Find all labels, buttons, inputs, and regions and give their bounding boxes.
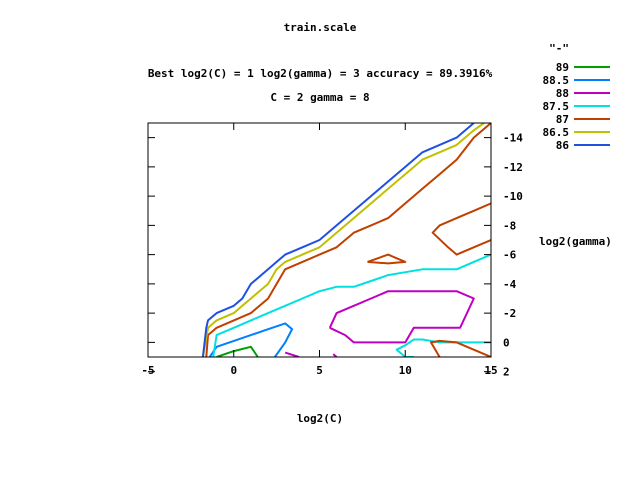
chart-title: train.scale xyxy=(284,21,357,34)
y-tick-label: -2 xyxy=(503,307,516,320)
contour-lines xyxy=(201,123,491,357)
legend-label: 88.5 xyxy=(543,74,570,87)
x-tick-label: 10 xyxy=(399,364,412,377)
chart-subtitle-best: Best log2(C) = 1 log2(gamma) = 3 accurac… xyxy=(148,67,493,80)
legend-label: 87 xyxy=(556,113,569,126)
contour-line-87-5-0 xyxy=(212,253,491,357)
legend-label: 86.5 xyxy=(543,126,570,139)
legend-label: 89 xyxy=(556,61,569,74)
chart-subtitle-params: C = 2 gamma = 8 xyxy=(270,91,369,104)
x-axis-label: log2(C) xyxy=(297,412,343,425)
legend-title: "-" xyxy=(549,42,569,55)
plot-area xyxy=(147,122,492,358)
y-tick-label: -14 xyxy=(503,132,523,145)
contour-line-87-2 xyxy=(431,202,491,256)
y-tick-label: -8 xyxy=(503,219,516,232)
contour-line-88-5-0 xyxy=(208,322,294,357)
contour-line-89-0 xyxy=(216,345,259,357)
contour-line-87-5-1 xyxy=(395,338,491,357)
x-tick-label: 5 xyxy=(316,364,323,377)
contour-line-88-2 xyxy=(328,290,475,344)
contour-line-87-3 xyxy=(430,339,491,357)
x-tick-label: 0 xyxy=(230,364,237,377)
y-axis-label: log2(gamma) xyxy=(539,235,612,248)
contour-line-88-0 xyxy=(284,351,300,357)
contour-line-86-0 xyxy=(201,123,475,357)
legend-label: 87.5 xyxy=(543,100,570,113)
y-tick-label: 0 xyxy=(503,336,510,349)
legend-label: 86 xyxy=(556,139,570,152)
contour-line-87-0 xyxy=(205,123,491,357)
contour-line-87-1 xyxy=(367,253,407,265)
y-tick-label: 2 xyxy=(503,366,510,379)
contour-line-86-5-0 xyxy=(201,123,485,357)
y-tick-label: -10 xyxy=(503,190,523,203)
x-tick-label: -5 xyxy=(141,364,154,377)
axis-ticks: -5 0 5 10 15 -14 -12 -10 -8 -6 -4 -2 0 2 xyxy=(141,123,523,379)
y-tick-label: -4 xyxy=(503,278,517,291)
x-tick-label: 15 xyxy=(484,364,497,377)
y-tick-label: -12 xyxy=(503,161,523,174)
legend-label: 88 xyxy=(556,87,569,100)
y-tick-label: -6 xyxy=(503,249,517,262)
